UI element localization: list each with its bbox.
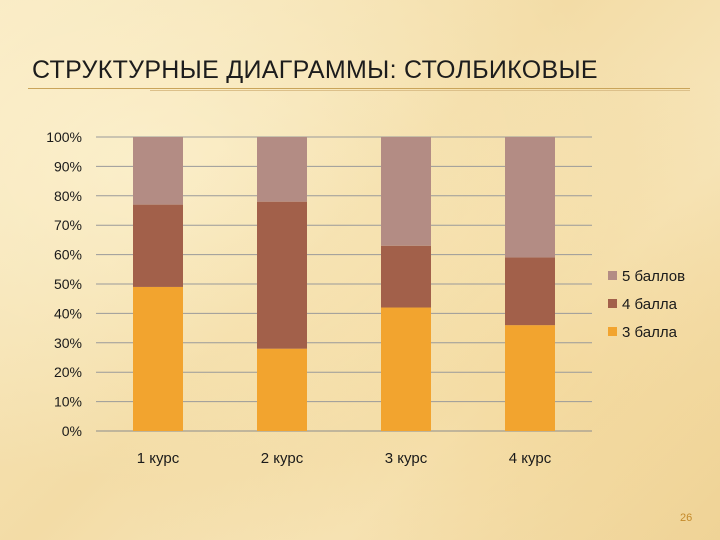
bar-segment bbox=[381, 245, 431, 308]
page-number: 26 bbox=[680, 512, 693, 524]
bar-segment bbox=[133, 286, 183, 431]
y-tick-label: 60% bbox=[54, 247, 82, 263]
x-tick-label: 3 курс bbox=[385, 450, 428, 467]
y-tick-label: 80% bbox=[54, 188, 82, 204]
title-underline-accent bbox=[150, 90, 690, 91]
y-tick-label: 40% bbox=[54, 305, 82, 321]
legend-swatch bbox=[608, 327, 617, 336]
legend-swatch bbox=[608, 271, 617, 280]
bar-segment bbox=[505, 257, 555, 326]
bar-segment bbox=[381, 137, 431, 246]
bar-segment bbox=[133, 204, 183, 287]
bar-segment bbox=[381, 307, 431, 431]
slide-title: СТРУКТУРНЫЕ ДИАГРАММЫ: СТОЛБИКОВЫЕ bbox=[32, 56, 598, 84]
y-tick-label: 30% bbox=[54, 335, 82, 351]
y-tick-label: 20% bbox=[54, 364, 82, 380]
title-underline bbox=[28, 88, 690, 89]
x-tick-label: 1 курс bbox=[137, 450, 180, 467]
bar-segment bbox=[133, 137, 183, 205]
bar-segment bbox=[257, 348, 307, 431]
x-tick-label: 4 курс bbox=[509, 450, 552, 467]
bar-segment bbox=[257, 137, 307, 202]
legend-label: 4 балла bbox=[622, 296, 678, 313]
y-tick-label: 100% bbox=[46, 129, 82, 145]
y-tick-label: 70% bbox=[54, 217, 82, 233]
bar-segment bbox=[257, 201, 307, 349]
legend-label: 3 балла bbox=[622, 324, 678, 341]
bar-segment bbox=[505, 137, 555, 258]
legend-label: 5 баллов bbox=[622, 268, 685, 285]
y-tick-label: 90% bbox=[54, 158, 82, 174]
y-tick-label: 0% bbox=[62, 423, 82, 439]
legend-swatch bbox=[608, 299, 617, 308]
bar-segment bbox=[505, 325, 555, 431]
y-tick-label: 50% bbox=[54, 276, 82, 292]
y-tick-label: 10% bbox=[54, 394, 82, 410]
x-tick-label: 2 курс bbox=[261, 450, 304, 467]
